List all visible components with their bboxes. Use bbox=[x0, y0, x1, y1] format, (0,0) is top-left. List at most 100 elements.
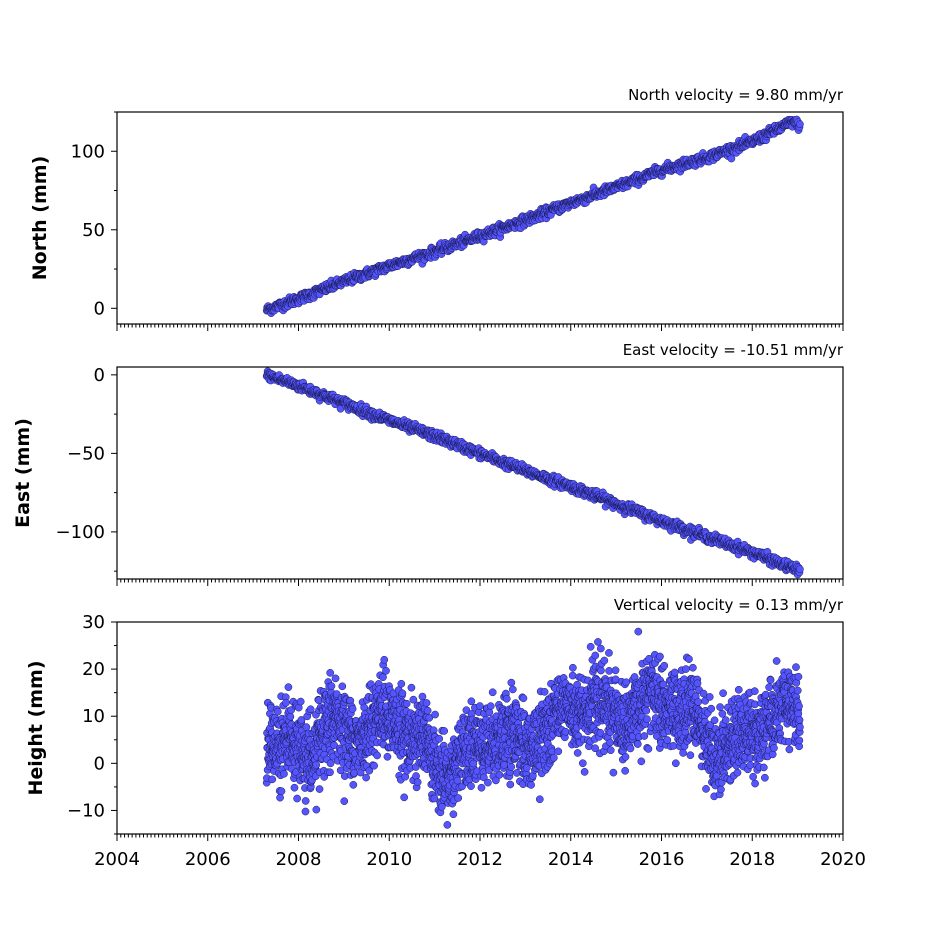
data-point bbox=[600, 656, 609, 665]
data-point bbox=[476, 702, 484, 710]
data-point bbox=[276, 793, 284, 802]
data-point bbox=[435, 734, 444, 743]
data-point bbox=[513, 769, 521, 777]
data-point bbox=[506, 780, 515, 789]
data-point bbox=[568, 671, 577, 680]
data-point bbox=[591, 651, 600, 660]
data-point bbox=[502, 694, 511, 703]
ytick-label: 50 bbox=[82, 220, 105, 241]
data-point bbox=[326, 669, 335, 677]
data-point bbox=[486, 702, 495, 710]
data-point bbox=[362, 773, 370, 782]
data-point bbox=[400, 793, 409, 802]
data-point bbox=[633, 740, 642, 748]
panel-height: Vertical velocity = 0.13 mm/yr 3020100−1… bbox=[25, 596, 866, 870]
data-point bbox=[282, 698, 290, 707]
data-point bbox=[326, 759, 335, 768]
data-point bbox=[422, 699, 431, 707]
data-point bbox=[554, 747, 563, 756]
data-point bbox=[495, 771, 504, 779]
title-height: Vertical velocity = 0.13 mm/yr bbox=[614, 596, 844, 614]
ylabel-north: North (mm) bbox=[29, 156, 51, 281]
data-point bbox=[273, 707, 282, 716]
data-point bbox=[379, 673, 387, 682]
data-point bbox=[370, 761, 378, 770]
data-point bbox=[507, 762, 516, 771]
data-point bbox=[383, 752, 392, 761]
ytick-label: 0 bbox=[94, 298, 105, 319]
data-point bbox=[508, 685, 517, 694]
data-point bbox=[586, 642, 595, 651]
data-point bbox=[397, 679, 406, 688]
data-point bbox=[312, 761, 321, 769]
ytick-label: −100 bbox=[56, 522, 105, 543]
data-point bbox=[312, 805, 321, 814]
data-point bbox=[350, 769, 359, 777]
data-point bbox=[423, 706, 432, 715]
data-point bbox=[605, 649, 613, 657]
data-point bbox=[467, 697, 476, 706]
data-point bbox=[331, 674, 340, 683]
data-point bbox=[380, 655, 389, 664]
data-point bbox=[349, 781, 358, 789]
data-point bbox=[484, 778, 492, 787]
data-point bbox=[500, 761, 509, 769]
panel-east: East velocity = -10.51 mm/yr 0−50−100 Ea… bbox=[12, 341, 844, 586]
xticks-north bbox=[116, 324, 844, 331]
data-point bbox=[290, 783, 299, 792]
data-point bbox=[606, 738, 614, 747]
data-point bbox=[605, 667, 613, 675]
data-point bbox=[796, 120, 804, 129]
data-point bbox=[268, 775, 277, 784]
data-point bbox=[437, 802, 446, 811]
data-point bbox=[622, 678, 631, 687]
data-point bbox=[596, 644, 605, 653]
data-point bbox=[301, 797, 310, 805]
data-point bbox=[519, 694, 528, 703]
data-point bbox=[611, 666, 620, 675]
data-point bbox=[454, 794, 463, 802]
data-point bbox=[373, 751, 381, 760]
data-point bbox=[382, 666, 390, 675]
data-point bbox=[418, 692, 427, 701]
points-height bbox=[262, 627, 804, 829]
data-point bbox=[302, 723, 311, 731]
data-point bbox=[293, 794, 301, 803]
data-point bbox=[284, 683, 293, 691]
data-point bbox=[443, 821, 452, 829]
title-east: East velocity = -10.51 mm/yr bbox=[623, 341, 844, 359]
data-point bbox=[644, 745, 653, 753]
data-point bbox=[296, 697, 305, 706]
data-point bbox=[467, 782, 475, 790]
data-point bbox=[402, 699, 411, 708]
data-point bbox=[573, 749, 582, 757]
data-point bbox=[580, 768, 589, 776]
data-point bbox=[549, 753, 558, 762]
data-point bbox=[277, 787, 286, 796]
data-point bbox=[540, 687, 549, 696]
points-north bbox=[262, 115, 804, 318]
data-point bbox=[621, 766, 629, 775]
data-point bbox=[642, 706, 651, 715]
data-point bbox=[453, 776, 462, 785]
data-point bbox=[597, 666, 605, 675]
data-point bbox=[643, 715, 651, 723]
data-point bbox=[626, 744, 635, 753]
data-point bbox=[477, 783, 486, 792]
data-point bbox=[348, 705, 357, 713]
data-point bbox=[286, 712, 295, 721]
data-point bbox=[440, 727, 449, 735]
data-point bbox=[407, 683, 416, 692]
ytick-label: 0 bbox=[94, 365, 105, 386]
data-point bbox=[796, 565, 804, 574]
data-point bbox=[527, 781, 535, 789]
data-point bbox=[431, 710, 439, 719]
xticks-east bbox=[116, 579, 844, 586]
data-point bbox=[621, 753, 630, 761]
data-point bbox=[449, 810, 458, 819]
data-point bbox=[398, 689, 407, 698]
data-point bbox=[609, 768, 618, 777]
